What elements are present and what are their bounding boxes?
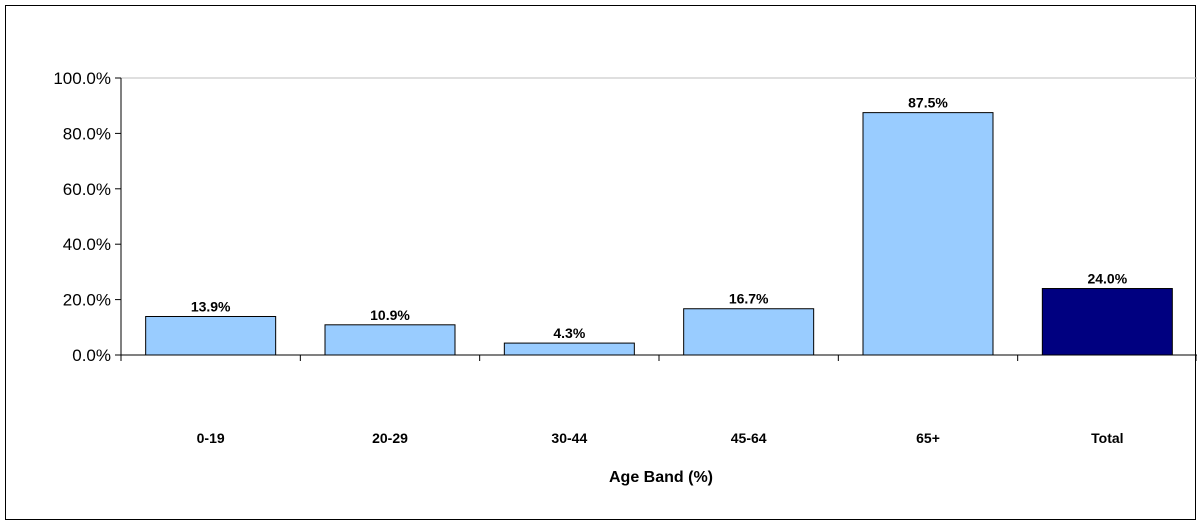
data-label: 16.7% (729, 291, 769, 307)
x-tick-label: 45-64 (731, 430, 767, 446)
data-label: 24.0% (1087, 271, 1127, 287)
bar-chart: 0.0% 20.0% 40.0% 60.0% 80.0% 100.0% 0-19 20-29… (53, 69, 1197, 486)
bar-0-19 (145, 315, 277, 356)
data-label: 87.5% (908, 95, 948, 111)
y-tick-label: 20.0% (63, 291, 111, 310)
x-axis: 0-19 20-29 30-44 45-64 65+ Total (120, 354, 1197, 446)
data-labels: 13.9% 10.9% 4.3% 16.7% 87.5% 24.0% (191, 95, 1128, 341)
x-tick-label: 65+ (916, 430, 940, 446)
data-label: 4.3% (553, 325, 585, 341)
bar-65- (862, 112, 994, 356)
x-tick-label: Total (1091, 430, 1123, 446)
bar-30-44 (503, 342, 635, 356)
x-tick-label: 0-19 (197, 430, 225, 446)
bars (145, 112, 1173, 356)
chart-frame: 0.0% 20.0% 40.0% 60.0% 80.0% 100.0% 0-19 20-29… (5, 5, 1197, 520)
y-tick-label: 0.0% (72, 346, 111, 365)
bar-total (1041, 288, 1173, 356)
data-label: 10.9% (370, 307, 410, 323)
data-label: 13.9% (191, 298, 231, 314)
y-tick-label: 60.0% (63, 180, 111, 199)
x-tick-label: 30-44 (551, 430, 587, 446)
bar-45-64 (683, 308, 815, 356)
x-tick-label: 20-29 (372, 430, 408, 446)
y-tick-label: 80.0% (63, 124, 111, 143)
y-tick-label: 100.0% (53, 69, 111, 88)
bar-20-29 (324, 324, 456, 356)
y-axis: 0.0% 20.0% 40.0% 60.0% 80.0% 100.0% (53, 69, 1197, 365)
x-axis-title: Age Band (%) (609, 469, 713, 486)
y-tick-label: 40.0% (63, 235, 111, 254)
